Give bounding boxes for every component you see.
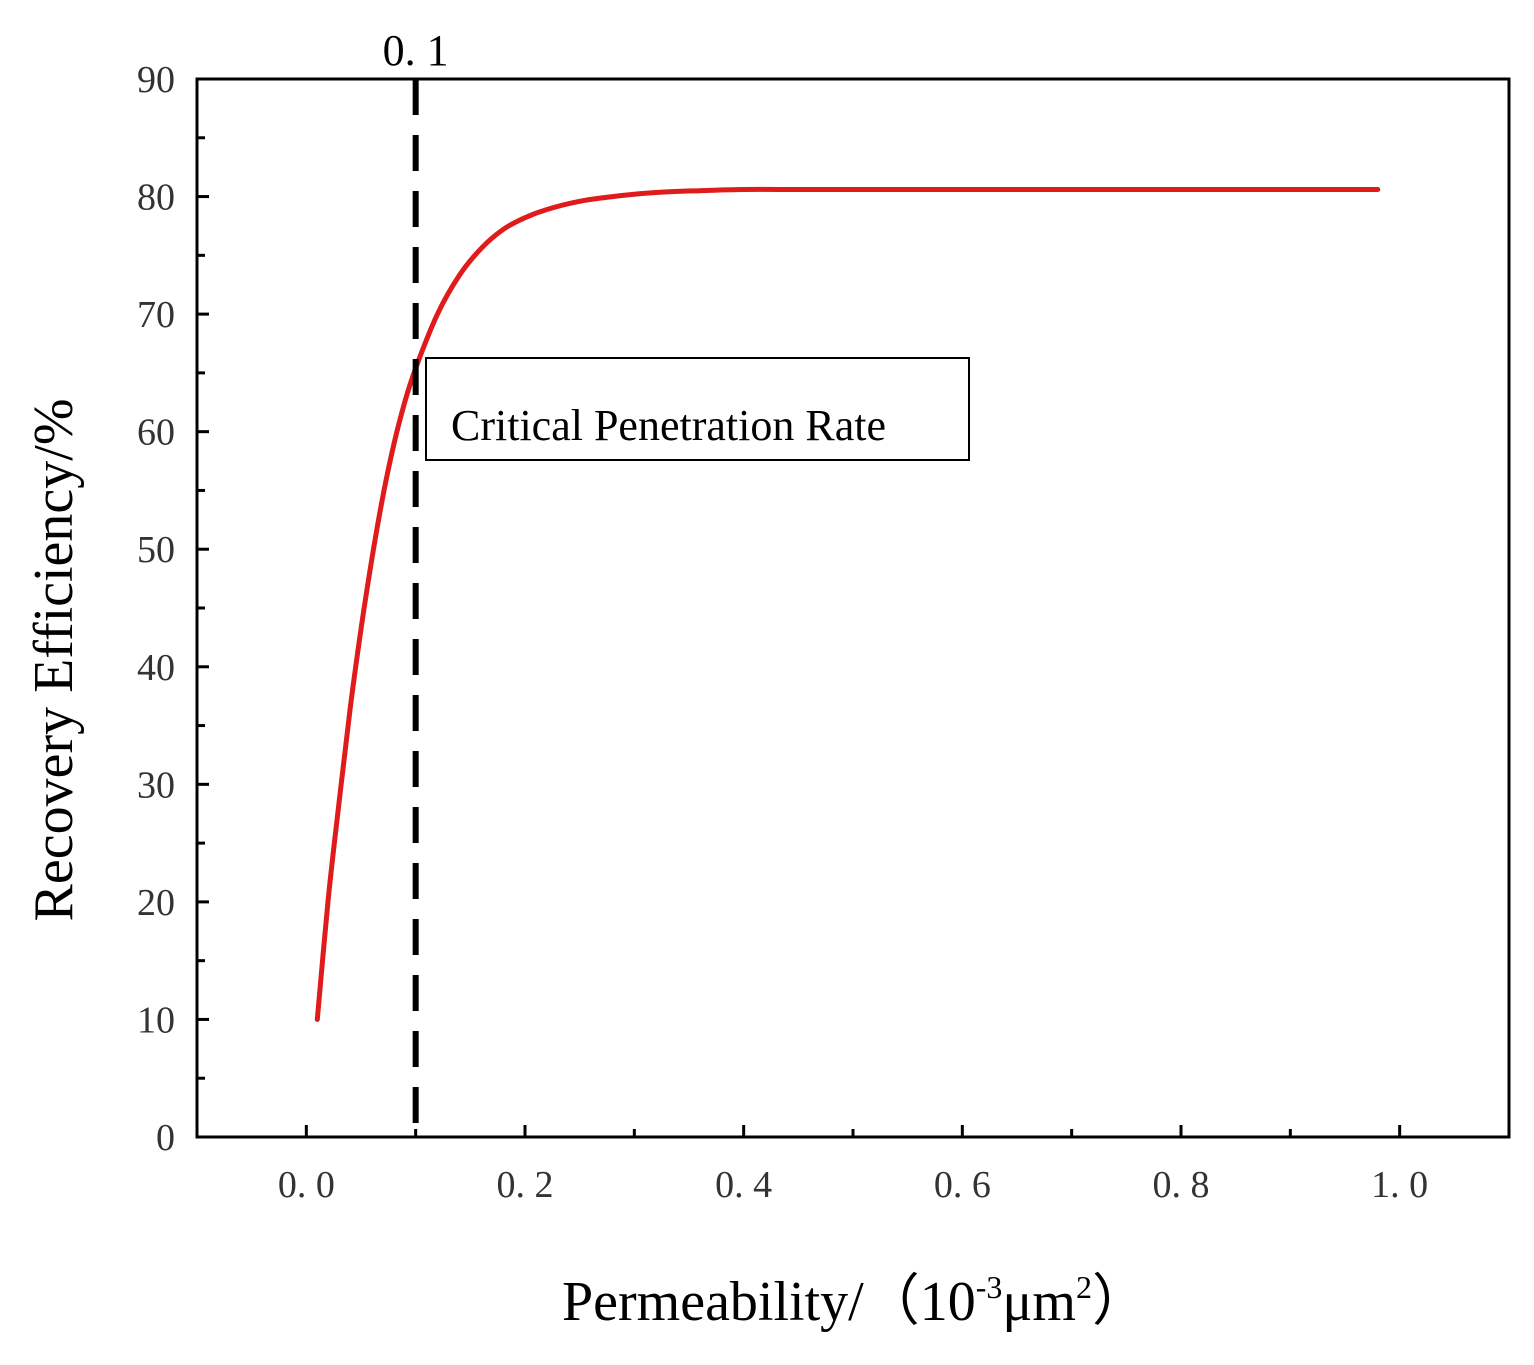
x-axis-title: Permeability/（10-3μm2） xyxy=(562,1269,1148,1333)
x-tick-label: 0. 0 xyxy=(278,1164,335,1206)
y-tick-labels: 0 10 20 30 40 50 60 70 80 90 xyxy=(137,59,175,1159)
x-tick-label: 0. 2 xyxy=(497,1164,554,1206)
annotation-box: Critical Penetration Rate xyxy=(425,357,970,461)
x-axis-title-exponent-1: -3 xyxy=(976,1269,1003,1305)
y-tick-label: 60 xyxy=(137,412,175,454)
y-tick-label: 20 xyxy=(137,882,175,924)
y-tick-label: 0 xyxy=(156,1117,175,1159)
y-tick-label: 80 xyxy=(137,177,175,219)
x-axis-title-unit: μm xyxy=(1002,1271,1076,1333)
y-tick-label: 40 xyxy=(137,647,175,689)
x-axis-title-close: ） xyxy=(1092,1271,1148,1333)
x-tick-label: 0. 8 xyxy=(1153,1164,1210,1206)
y-axis-title: Recovery Efficiency/% xyxy=(23,399,85,922)
x-axis-title-main: Permeability/（10 xyxy=(562,1271,976,1333)
x-tick-labels: 0. 0 0. 2 0. 4 0. 6 0. 8 1. 0 xyxy=(278,1164,1428,1206)
x-tick-label: 1. 0 xyxy=(1371,1164,1428,1206)
series-line-recovery-efficiency xyxy=(314,186,1381,1022)
x-axis-title-exponent-2: 2 xyxy=(1076,1269,1092,1305)
plot-area-frame xyxy=(195,77,1511,1139)
y-tick-label: 70 xyxy=(137,294,175,336)
annotation-text: Critical Penetration Rate xyxy=(451,401,886,450)
y-tick-label: 90 xyxy=(137,59,175,101)
x-tick-label: 0. 6 xyxy=(934,1164,991,1206)
y-tick-label: 50 xyxy=(137,529,175,571)
reference-line-label: 0. 1 xyxy=(383,26,449,75)
x-tick-label: 0. 4 xyxy=(715,1164,772,1206)
annotation-box-frame xyxy=(425,357,970,461)
y-tick-label: 30 xyxy=(137,764,175,806)
y-tick-label: 10 xyxy=(137,999,175,1041)
x-ticks xyxy=(304,1125,1402,1137)
